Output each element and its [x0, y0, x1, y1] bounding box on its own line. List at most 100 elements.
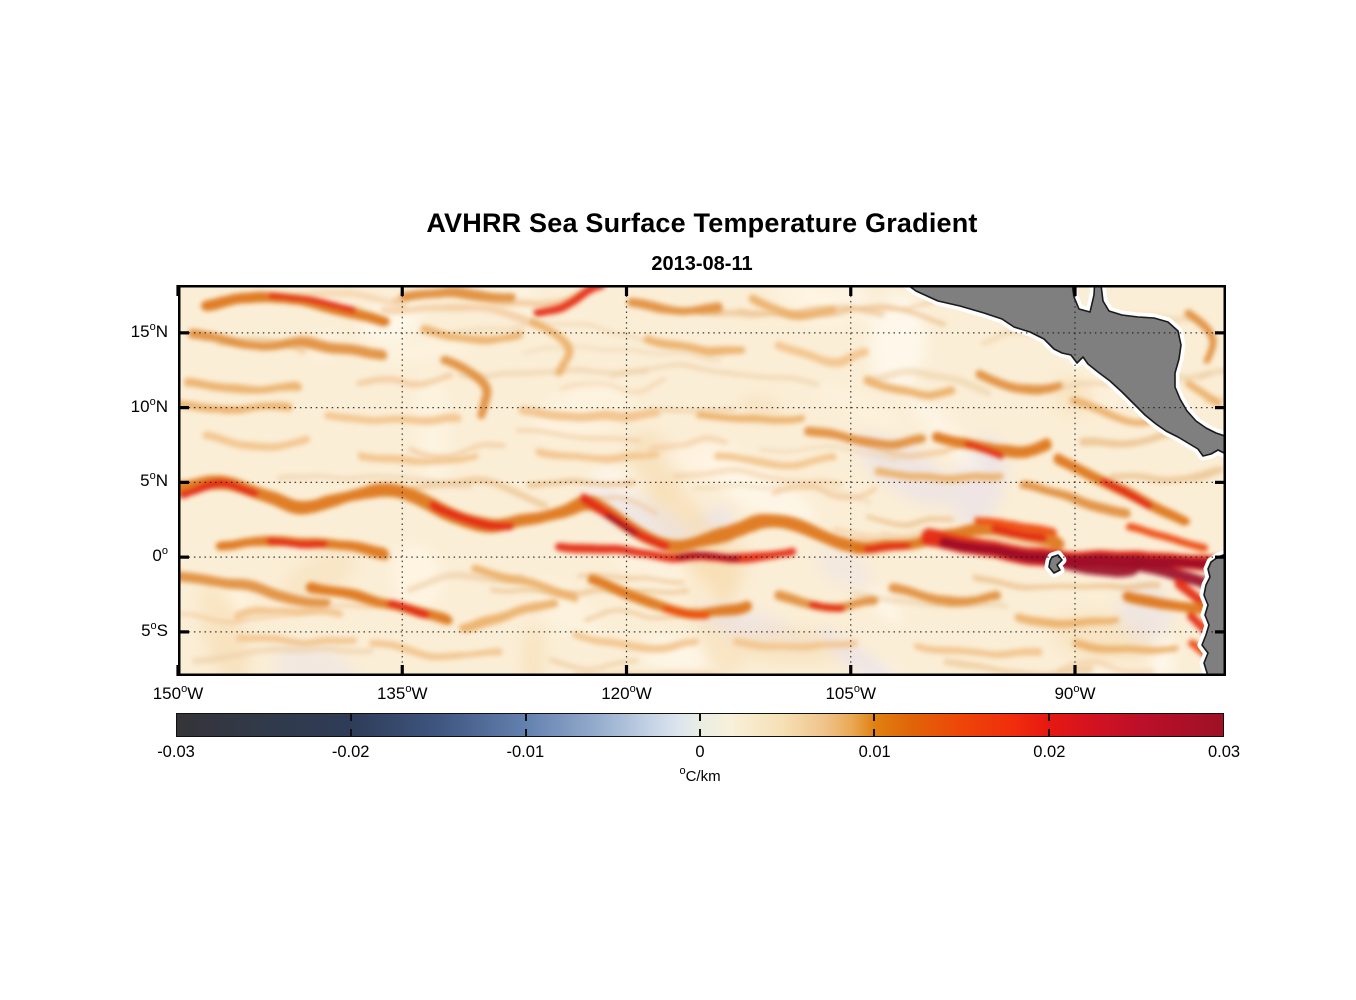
- front-filament: [1182, 307, 1219, 367]
- front-filament: [572, 631, 700, 650]
- y-tick-label: 5oN: [140, 470, 168, 491]
- colorbar-tick-mark: [699, 729, 701, 736]
- front-filament: [874, 467, 1000, 483]
- colorbar-tick-label: -0.01: [506, 743, 545, 761]
- front-filament: [864, 377, 954, 400]
- colorbar-tick-label: -0.03: [157, 743, 195, 761]
- x-tick-label: 135oW: [376, 683, 428, 704]
- land-layer: [900, 285, 1226, 676]
- front-filament: [1124, 521, 1207, 551]
- front-filament: [1099, 477, 1150, 507]
- front-filament: [234, 633, 358, 649]
- front-filament: [662, 605, 710, 619]
- colorbar-tick-mark: [1047, 714, 1050, 721]
- colorbar-unit-text: C/km: [685, 768, 721, 785]
- colorbar-tick-mark: [699, 714, 701, 721]
- colorbar-unit-label: oC/km: [640, 765, 760, 786]
- colorbar-tick-mark: [524, 729, 527, 736]
- front-filament: [178, 567, 331, 608]
- front-filament: [963, 440, 1001, 456]
- colorbar-tick-mark: [524, 714, 527, 721]
- front-filament: [534, 447, 660, 464]
- chart-subtitle-date: 2013-08-11: [651, 253, 753, 275]
- front-filament: [694, 409, 804, 426]
- front-filament: [356, 451, 480, 466]
- front-filament: [1186, 381, 1224, 409]
- front-filament: [774, 341, 872, 364]
- front-filament: [749, 295, 837, 318]
- front-filament: [673, 552, 739, 560]
- front-filaments: [178, 285, 1226, 667]
- front-filament: [266, 537, 330, 550]
- front-filament: [992, 526, 1048, 543]
- front-filament: [1175, 580, 1209, 608]
- x-tick-label: 150oW: [152, 683, 204, 704]
- front-filament: [1012, 611, 1120, 630]
- land-central-america: [906, 285, 1226, 457]
- front-filament: [603, 511, 637, 536]
- front-filament: [422, 327, 522, 343]
- colorbar-tick-mark: [873, 729, 876, 736]
- y-tick-label: 5oS: [141, 619, 168, 640]
- front-filament: [398, 288, 518, 304]
- front-filament: [1074, 641, 1182, 659]
- front-filament: [803, 426, 923, 446]
- front-filament: [1121, 590, 1221, 612]
- colorbar-tick-label: 0.03: [1207, 743, 1241, 761]
- front-filament: [370, 641, 500, 658]
- front-filament: [429, 501, 515, 531]
- front-filament: [1055, 554, 1141, 577]
- front-filament: [732, 637, 860, 654]
- land-galapagos-islands: [1048, 554, 1063, 574]
- colorbar-tick-mark: [350, 729, 353, 736]
- colorbar-tick-mark: [350, 714, 353, 721]
- colorbar-tick-mark: [1047, 729, 1050, 736]
- y-tick-label: 0o: [152, 545, 168, 566]
- front-filament: [324, 411, 460, 427]
- degree-superscript: o: [679, 765, 686, 777]
- sst-gradient-map: [176, 285, 1226, 676]
- front-filament: [182, 377, 300, 393]
- colorbar: [176, 713, 1224, 737]
- front-filament: [441, 356, 493, 418]
- front-filament: [714, 453, 840, 469]
- y-tick-label: 10oN: [130, 395, 168, 416]
- x-tick-label: 120oW: [601, 683, 652, 704]
- x-tick-label: 90oW: [1054, 683, 1096, 704]
- colorbar-tick-label: -0.02: [331, 743, 370, 761]
- front-filament: [644, 336, 742, 356]
- front-filament: [178, 479, 865, 554]
- map-plot: [176, 285, 1226, 676]
- front-filament: [1019, 480, 1129, 516]
- y-tick-label: 15oN: [130, 320, 168, 341]
- front-filament: [1134, 561, 1220, 591]
- front-filament: [625, 296, 723, 316]
- land-south-america: [1201, 553, 1226, 676]
- front-filament: [976, 371, 1062, 395]
- colorbar-tick-label: 0: [695, 743, 705, 761]
- front-filament: [270, 294, 356, 313]
- front-filament: [188, 330, 388, 360]
- colorbar-tick-mark: [873, 714, 876, 721]
- front-filament: [204, 433, 314, 452]
- front-filament: [232, 605, 344, 619]
- front-filament: [474, 567, 580, 603]
- front-filament: [912, 641, 1040, 658]
- front-filament: [179, 482, 257, 499]
- front-filament: [891, 586, 1001, 606]
- front-filament: [974, 517, 1058, 537]
- front-filament: [534, 285, 606, 317]
- front-filament: [862, 541, 910, 552]
- colorbar-tick-label: 0.02: [1033, 743, 1066, 761]
- x-tick-label: 105oW: [825, 683, 877, 704]
- front-filament: [519, 407, 660, 423]
- front-filament: [529, 319, 574, 377]
- front-filament: [386, 599, 430, 619]
- chart-title: AVHRR Sea Surface Temperature Gradient: [426, 208, 978, 238]
- axes-frame: [176, 285, 1226, 676]
- front-filament: [806, 599, 846, 612]
- front-filament: [456, 601, 560, 629]
- colorbar-tick-label: 0.01: [858, 743, 891, 761]
